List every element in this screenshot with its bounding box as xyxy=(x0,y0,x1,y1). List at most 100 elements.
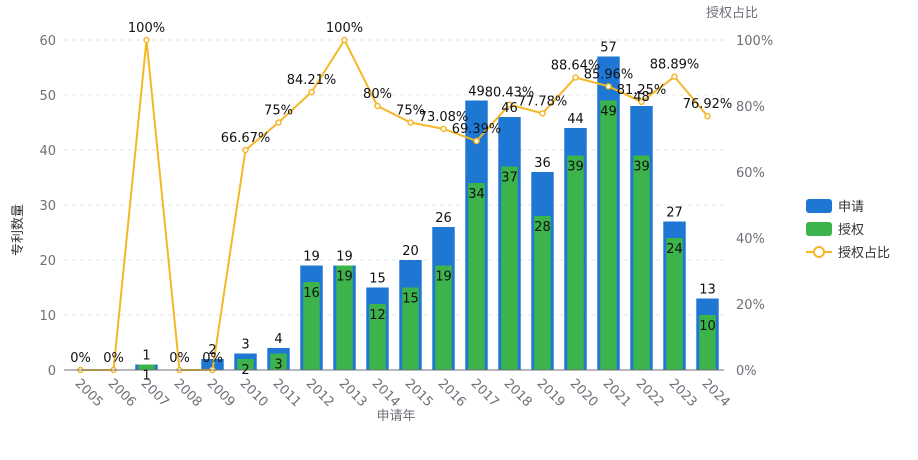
y-tick-label: 30 xyxy=(39,199,56,214)
label-ratio: 0% xyxy=(169,351,190,366)
y-tick-label: 40 xyxy=(39,144,56,159)
y-tick-label: 0 xyxy=(48,364,56,379)
legend-item-ratio[interactable]: 授权占比 xyxy=(806,245,890,261)
bar-grant xyxy=(402,287,419,370)
label-ratio: 84.21% xyxy=(287,73,337,88)
y-tick-label: 60 xyxy=(39,34,56,49)
grid-lines xyxy=(64,39,724,316)
label-ratio: 81.25% xyxy=(617,83,667,98)
label-apply: 4 xyxy=(274,332,282,347)
label-grant: 12 xyxy=(369,308,386,323)
label-apply: 2 xyxy=(208,343,216,358)
ratio-point xyxy=(539,110,546,117)
legend-swatch-grant xyxy=(806,222,832,236)
x-tick-label: 2015 xyxy=(402,376,436,410)
y2-tick-label: 20% xyxy=(736,298,765,313)
label-ratio: 80% xyxy=(363,87,392,102)
ratio-point xyxy=(605,83,612,90)
label-apply: 19 xyxy=(336,250,353,265)
label-grant: 49 xyxy=(600,105,617,120)
label-ratio: 66.67% xyxy=(221,131,271,146)
x-tick-label: 2024 xyxy=(699,376,733,410)
label-ratio: 75% xyxy=(396,104,425,119)
label-grant: 10 xyxy=(699,319,716,334)
label-grant: 3 xyxy=(274,358,282,373)
ratio-point xyxy=(374,102,381,110)
y-tick-label: 20 xyxy=(39,254,56,269)
x-tick-label: 2023 xyxy=(666,376,700,410)
label-ratio: 0% xyxy=(70,351,91,366)
label-apply: 19 xyxy=(303,250,320,265)
label-apply: 20 xyxy=(402,244,419,259)
bar-grant xyxy=(270,353,287,370)
bar-grant xyxy=(600,100,617,370)
bar-grant xyxy=(699,315,716,370)
x-tick-label: 2011 xyxy=(270,376,304,410)
legend-item-grant[interactable]: 授权 xyxy=(806,222,864,238)
bar-grant xyxy=(633,155,650,370)
legend-swatch-apply xyxy=(806,199,832,213)
x-tick-label: 2010 xyxy=(237,376,271,410)
label-grant: 24 xyxy=(666,242,683,257)
legend-label-grant: 授权 xyxy=(838,222,864,238)
y-tick-label: 10 xyxy=(39,309,56,324)
bar-grant xyxy=(468,183,485,370)
label-ratio: 69.39% xyxy=(452,122,502,137)
label-ratio: 0% xyxy=(103,351,124,366)
label-grant: 19 xyxy=(435,270,452,285)
ratio-point xyxy=(308,88,315,96)
label-apply: 44 xyxy=(567,112,584,127)
legend-label-ratio: 授权占比 xyxy=(838,245,890,261)
label-ratio: 85.96% xyxy=(584,67,634,82)
y2-tick-label: 80% xyxy=(736,100,765,115)
label-apply: 49 xyxy=(468,85,485,100)
ratio-point xyxy=(506,101,513,108)
label-grant: 34 xyxy=(468,187,485,202)
ratio-point xyxy=(440,125,447,133)
label-grant: 37 xyxy=(501,171,518,186)
legend-marker-ratio xyxy=(813,246,825,258)
x-tick-label: 2022 xyxy=(633,376,667,410)
y-axis-title: 专利数量 xyxy=(11,204,26,256)
label-ratio: 100% xyxy=(128,21,165,36)
x-tick-label: 2017 xyxy=(468,376,502,410)
label-grant: 39 xyxy=(567,160,584,175)
label-apply: 36 xyxy=(534,156,551,171)
x-tick-label: 2009 xyxy=(204,376,238,410)
ratio-point xyxy=(143,36,150,44)
label-apply: 27 xyxy=(666,206,683,221)
legend-item-apply[interactable]: 申请 xyxy=(806,199,864,215)
x-tick-label: 2006 xyxy=(105,376,139,410)
x-tick-label: 2014 xyxy=(369,376,403,410)
x-tick-label: 2012 xyxy=(303,376,337,410)
x-tick-label: 2018 xyxy=(501,376,535,410)
label-ratio: 100% xyxy=(326,21,363,36)
ratio-point xyxy=(638,98,645,106)
legend: 申请 授权 授权占比 xyxy=(806,199,890,261)
label-grant: 16 xyxy=(303,286,320,301)
bar-grant xyxy=(138,364,155,370)
label-ratio: 80.43% xyxy=(485,86,535,101)
label-ratio: 88.64% xyxy=(551,58,601,73)
bar-grant xyxy=(435,265,452,370)
x-tick-label: 2019 xyxy=(534,376,568,410)
y2-tick-label: 100% xyxy=(736,34,773,49)
label-grant: 19 xyxy=(336,270,353,285)
ratio-point xyxy=(275,119,282,126)
x-tick-label: 2020 xyxy=(567,376,601,410)
bar-grant xyxy=(237,359,254,370)
label-ratio: 75% xyxy=(264,104,293,119)
x-tick-label: 2008 xyxy=(171,376,205,410)
ratio-point xyxy=(572,74,579,81)
label-apply: 57 xyxy=(600,41,617,56)
label-ratio: 0% xyxy=(202,351,223,366)
label-apply: 26 xyxy=(435,211,452,226)
ratio-point xyxy=(407,119,414,126)
label-apply: 46 xyxy=(501,101,518,116)
label-grant: 28 xyxy=(534,220,551,235)
label-grant: 2 xyxy=(241,363,249,378)
ratio-point xyxy=(671,73,678,80)
ratio-point xyxy=(242,146,249,154)
